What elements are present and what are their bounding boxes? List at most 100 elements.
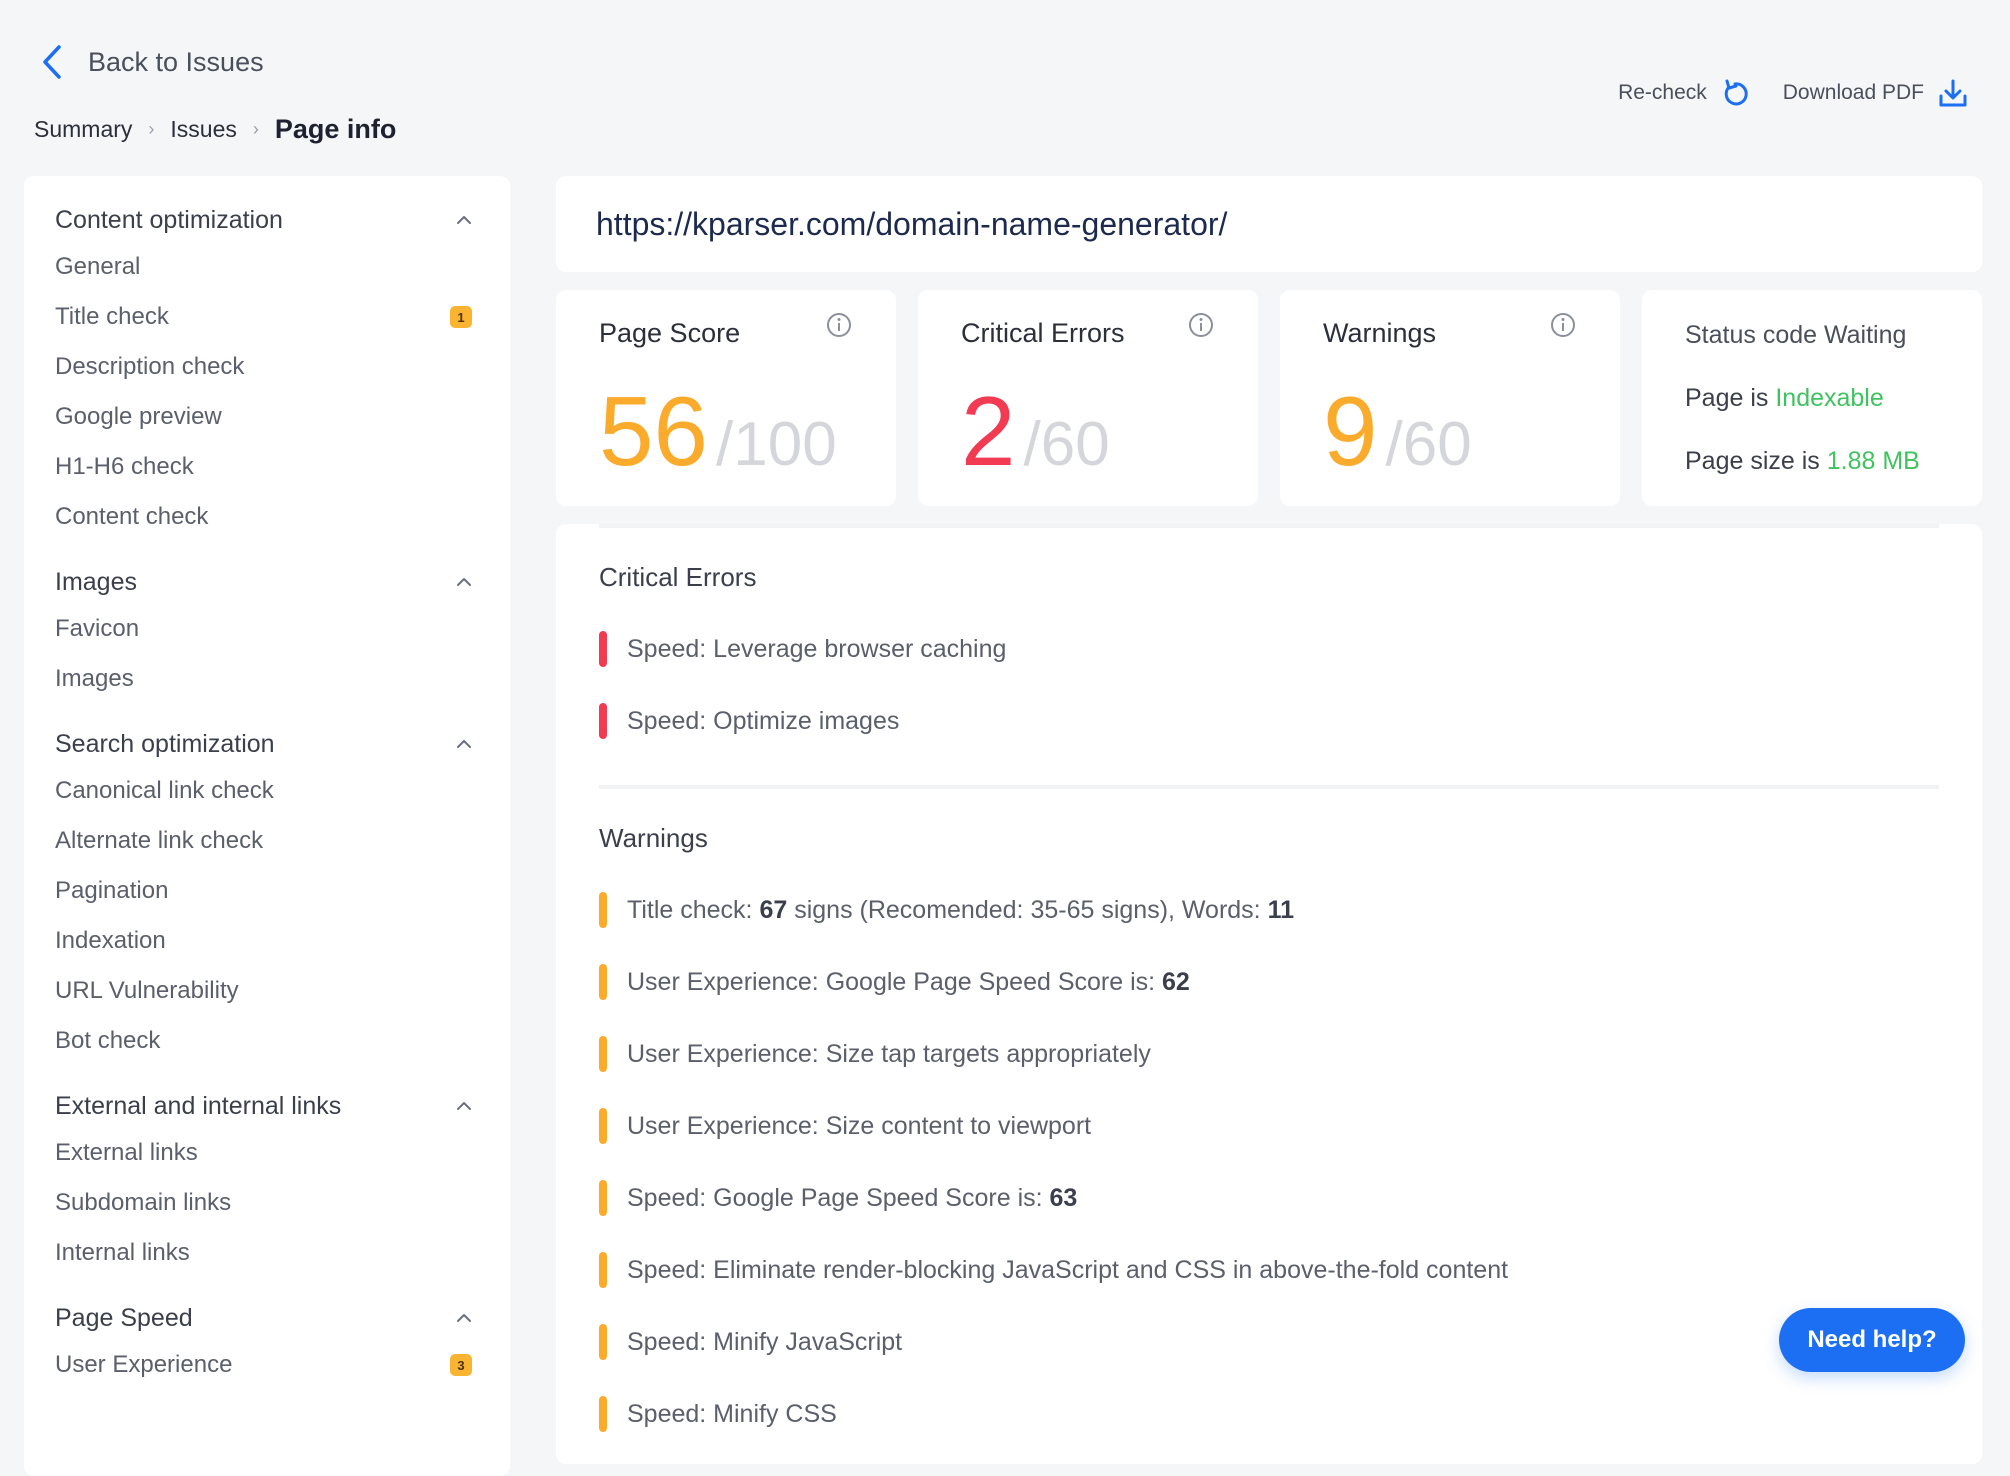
sidebar-item[interactable]: Description check [55, 342, 472, 392]
warning-text-prefix: Speed: Minify JavaScript [627, 1327, 903, 1356]
critical-errors-card: Critical Errors 2 /60 [918, 290, 1258, 506]
sidebar-section-header[interactable]: External and internal links [55, 1084, 472, 1128]
warning-item[interactable]: Speed: Minify CSS [599, 1378, 1939, 1450]
warnings-section-title: Warnings [599, 823, 708, 853]
warning-text: User Experience: Size content to viewpor… [627, 1112, 1091, 1141]
warning-text-prefix: Title check: [627, 895, 760, 924]
warning-marker [599, 1252, 607, 1288]
warning-text: Speed: Minify CSS [627, 1400, 837, 1429]
warning-value: 67 [759, 895, 788, 924]
critical-error-item[interactable]: Speed: Leverage browser caching [599, 613, 1939, 685]
warning-text: Speed: Google Page Speed Score is: 63 [627, 1184, 1077, 1213]
sidebar-item-label: H1-H6 check [55, 453, 194, 480]
warnings-max: /60 [1385, 410, 1472, 479]
sidebar-item[interactable]: Internal links [55, 1228, 472, 1278]
warning-item[interactable]: Speed: Minify JavaScript [599, 1306, 1939, 1378]
sidebar-item[interactable]: General [55, 242, 472, 292]
sidebar-item[interactable]: Pagination [55, 866, 472, 916]
critical-errors-label: Critical Errors [961, 318, 1125, 348]
critical-errors-number: 2 [961, 376, 1016, 486]
sidebar-item[interactable]: Indexation [55, 916, 472, 966]
warning-item[interactable]: Speed: Eliminate render-blocking JavaScr… [599, 1234, 1939, 1306]
indexable-value: Indexable [1775, 384, 1884, 412]
sidebar-section: Content optimization General Title check 1 D… [55, 198, 472, 542]
sidebar-item[interactable]: User Experience 3 [55, 1340, 472, 1390]
back-to-issues-link[interactable]: Back to Issues [40, 44, 264, 80]
sidebar-item[interactable]: Subdomain links [55, 1178, 472, 1228]
sidebar-item[interactable]: Favicon [55, 604, 472, 654]
sidebar-section-header[interactable]: Images [55, 560, 472, 604]
breadcrumb-page-info: Page info [274, 114, 397, 144]
sidebar-section-header[interactable]: Page Speed [55, 1296, 472, 1340]
info-icon[interactable] [826, 312, 852, 338]
page-size-value: 1.88 MB [1826, 447, 1920, 475]
sidebar-item-label: External links [55, 1139, 198, 1166]
warning-item[interactable]: User Experience: Size content to viewpor… [599, 1090, 1939, 1162]
critical-errors-value: 2 /60 [961, 382, 1110, 480]
sidebar-section-title: Images [55, 567, 137, 596]
warning-item[interactable]: User Experience: Google Page Speed Score… [599, 946, 1939, 1018]
info-icon[interactable] [1188, 312, 1214, 338]
sidebar-item[interactable]: H1-H6 check [55, 442, 472, 492]
recheck-button[interactable]: Re-check [1618, 78, 1749, 108]
sidebar-item-label: Indexation [55, 927, 166, 954]
info-icon[interactable] [1550, 312, 1576, 338]
page-score-label: Page Score [599, 318, 741, 348]
warnings-number: 9 [1323, 376, 1378, 486]
need-help-button[interactable]: Need help? [1779, 1308, 1965, 1372]
critical-error-text: Speed: Leverage browser caching [627, 634, 1007, 663]
sidebar-item-label: Content check [55, 503, 209, 530]
issues-card: Critical Errors Speed: Leverage browser … [556, 524, 1982, 1464]
sidebar-item[interactable]: URL Vulnerability [55, 966, 472, 1016]
page-score-card: Page Score 56 /100 [556, 290, 896, 506]
warning-text-part: signs (Recomended: 35-65 signs), Words: [787, 895, 1268, 924]
sidebar-item[interactable]: Canonical link check [55, 766, 472, 816]
divider [599, 785, 1939, 789]
warning-value: 11 [1267, 895, 1295, 924]
sidebar-item[interactable]: Content check [55, 492, 472, 542]
sidebar-item-label: Alternate link check [55, 827, 264, 854]
sidebar-section: Page Speed User Experience 3 [55, 1296, 472, 1390]
breadcrumb-issues[interactable]: Issues [170, 116, 237, 142]
warning-text: User Experience: Google Page Speed Score… [627, 968, 1190, 997]
sidebar-item-label: Favicon [55, 615, 140, 642]
sidebar-section-header[interactable]: Content optimization [55, 198, 472, 242]
page-score-number: 56 [599, 376, 709, 486]
sidebar-item[interactable]: Images [55, 654, 472, 704]
sidebar-item[interactable]: Alternate link check [55, 816, 472, 866]
warning-text-prefix: Speed: Minify CSS [627, 1399, 837, 1428]
warning-text: Title check: 67 signs (Recomended: 35-65… [627, 896, 1294, 925]
sidebar-item[interactable]: External links [55, 1128, 472, 1178]
chevron-up-icon [456, 1101, 472, 1111]
chevron-right-icon: › [148, 119, 155, 139]
warning-marker [599, 1180, 607, 1216]
sidebar-item-label: Subdomain links [55, 1189, 232, 1216]
warning-item[interactable]: Title check: 67 signs (Recomended: 35-65… [599, 874, 1939, 946]
breadcrumb-summary[interactable]: Summary [34, 116, 133, 142]
download-pdf-button[interactable]: Download PDF [1783, 78, 1968, 108]
count-badge: 1 [450, 306, 472, 328]
breadcrumb: Summary › Issues › Page info [34, 114, 396, 145]
chevron-left-icon [40, 44, 62, 80]
sidebar-item-label: Title check [55, 303, 169, 330]
warning-item[interactable]: User Experience: Size tap targets approp… [599, 1018, 1939, 1090]
sidebar-item-label: Google preview [55, 403, 222, 430]
sidebar-item-label: User Experience [55, 1351, 233, 1378]
sidebar-item[interactable]: Bot check [55, 1016, 472, 1066]
sidebar-section-title: Page Speed [55, 1303, 193, 1332]
sidebar-section: External and internal links External link… [55, 1084, 472, 1278]
critical-error-item[interactable]: Speed: Optimize images [599, 685, 1939, 757]
page-url-link[interactable]: https://kparser.com/domain-name-generato… [596, 205, 1228, 242]
sidebar-section-header[interactable]: Search optimization [55, 722, 472, 766]
back-to-issues-label: Back to Issues [88, 46, 264, 77]
sidebar-item[interactable]: Google preview [55, 392, 472, 442]
chevron-up-icon [456, 739, 472, 749]
error-marker [599, 631, 607, 667]
sidebar-item-label: General [55, 253, 141, 280]
top-actions: Re-check Download PDF [1618, 78, 1968, 108]
warning-item[interactable]: Speed: Google Page Speed Score is: 63 [599, 1162, 1939, 1234]
warning-marker [599, 1396, 607, 1432]
sidebar-item-label: Canonical link check [55, 777, 274, 804]
sidebar-item[interactable]: Title check 1 [55, 292, 472, 342]
warnings-label: Warnings [1323, 318, 1437, 348]
